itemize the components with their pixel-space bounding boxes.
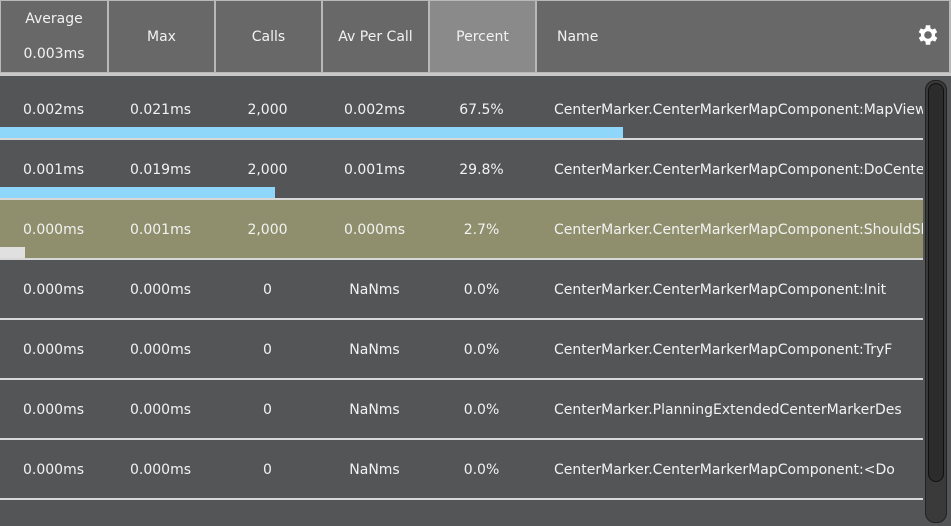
cell-name: CenterMarker.CenterMarkerMapComponent:In…: [554, 282, 887, 298]
cell-av-per-call: NaNms: [349, 342, 400, 358]
column-header-av-per-call[interactable]: Av Per Call: [323, 1, 428, 72]
cell-max: 0.000ms: [129, 402, 191, 418]
cell-percent: 67.5%: [459, 102, 504, 118]
cell-percent: 0.0%: [463, 462, 500, 478]
cell-average: 0.000ms: [22, 282, 84, 298]
column-header-average[interactable]: Average 0.003ms: [1, 1, 107, 72]
cell-calls: 0: [263, 342, 272, 358]
table-header: Average 0.003ms Max Calls Av Per Call Pe…: [0, 0, 951, 73]
cell-calls: 0: [263, 282, 272, 298]
cell-av-per-call: 0.001ms: [343, 162, 405, 178]
table-row[interactable]: 0.000ms 0.000ms 0 NaNms 0.0% CenterMarker.Pla…: [0, 380, 923, 438]
cell-average: 0.000ms: [22, 402, 84, 418]
cell-calls: 0: [263, 462, 272, 478]
cell-av-per-call: 0.002ms: [343, 102, 405, 118]
row-divider: [0, 138, 923, 140]
row-divider: [0, 258, 923, 260]
cell-name: CenterMarker.PlanningExtendedCenterMarke…: [554, 402, 902, 418]
row-divider: [0, 438, 923, 440]
cell-max: 0.000ms: [129, 462, 191, 478]
cell-av-per-call: NaNms: [349, 402, 400, 418]
cell-average: 0.002ms: [22, 102, 84, 118]
average-label: Average: [25, 10, 83, 27]
table-row[interactable]: 0.000ms 0.001ms 2,000 0.000ms 2.7% CenterMark…: [0, 200, 923, 258]
cell-percent: 0.0%: [463, 402, 500, 418]
cell-average: 0.000ms: [22, 342, 84, 358]
percent-bar: [0, 127, 624, 138]
row-divider: [0, 198, 923, 200]
row-divider: [0, 378, 923, 380]
scrollbar-thumb[interactable]: [928, 83, 944, 483]
table-row[interactable]: 0.001ms 0.019ms 2,000 0.001ms 29.8% CenterMar…: [0, 140, 923, 198]
cell-name: CenterMarker.CenterMarkerMapComponent:Tr…: [554, 342, 893, 358]
column-header-max[interactable]: Max: [109, 1, 214, 72]
cell-percent: 2.7%: [463, 222, 500, 238]
vertical-scrollbar[interactable]: [925, 80, 947, 523]
percent-bar: [0, 247, 25, 258]
header-divider: [0, 73, 951, 76]
name-label: Name: [557, 28, 599, 45]
cell-av-per-call: 0.000ms: [343, 222, 405, 238]
cell-name: CenterMarker.CenterMarkerMapComponent:<D…: [554, 462, 895, 478]
cell-max: 0.001ms: [129, 222, 191, 238]
cell-calls: 2,000: [247, 102, 288, 118]
table-row[interactable]: 0.002ms 0.021ms 2,000 0.002ms 67.5% CenterMar…: [0, 80, 923, 138]
column-header-calls[interactable]: Calls: [216, 1, 321, 72]
cell-av-per-call: NaNms: [349, 462, 400, 478]
cell-max: 0.019ms: [129, 162, 191, 178]
cell-calls: 2,000: [247, 162, 288, 178]
percent-bar: [0, 187, 276, 198]
column-header-name[interactable]: Name: [537, 1, 949, 72]
cell-average: 0.000ms: [22, 222, 84, 238]
table-row[interactable]: 0.000ms 0.000ms 0 NaNms 0.0% CenterMarker.Cen…: [0, 260, 923, 318]
cell-average: 0.000ms: [22, 462, 84, 478]
column-header-percent[interactable]: Percent: [430, 1, 535, 72]
cell-name: CenterMarker.CenterMarkerMapComponent:Sh…: [554, 222, 923, 238]
gear-icon[interactable]: [915, 22, 941, 48]
cell-calls: 2,000: [247, 222, 288, 238]
cell-average: 0.001ms: [22, 162, 84, 178]
row-divider: [0, 318, 923, 320]
cell-max: 0.000ms: [129, 282, 191, 298]
cell-percent: 0.0%: [463, 342, 500, 358]
cell-percent: 29.8%: [459, 162, 504, 178]
cell-av-per-call: NaNms: [349, 282, 400, 298]
cell-calls: 0: [263, 402, 272, 418]
cell-max: 0.021ms: [129, 102, 191, 118]
cell-name: CenterMarker.CenterMarkerMapComponent:Ma…: [554, 102, 923, 118]
table-row[interactable]: 0.000ms 0.000ms 0 NaNms 0.0% CenterMarker.Cen…: [0, 440, 923, 498]
cell-name: CenterMarker.CenterMarkerMapComponent:Do…: [554, 162, 923, 178]
cell-max: 0.000ms: [129, 342, 191, 358]
table-row[interactable]: 0.000ms 0.000ms 0 NaNms 0.0% CenterMarker.Cen…: [0, 320, 923, 378]
cell-percent: 0.0%: [463, 282, 500, 298]
average-total: 0.003ms: [23, 46, 85, 63]
row-divider: [0, 498, 923, 500]
